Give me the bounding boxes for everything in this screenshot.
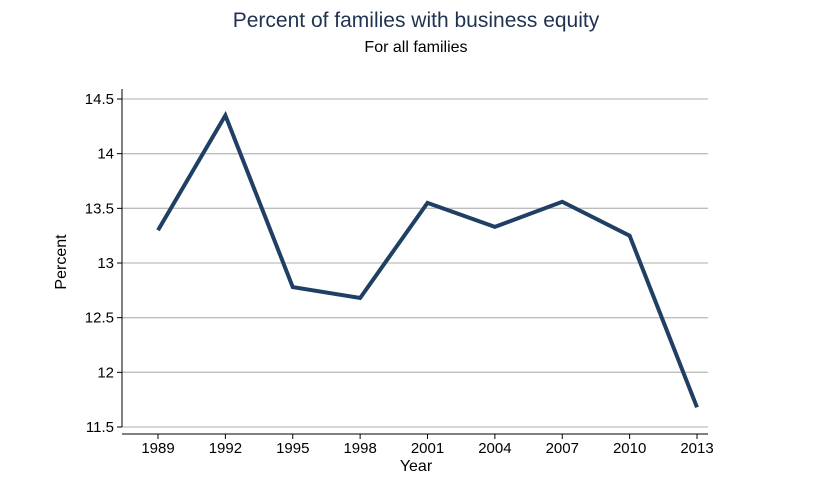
y-tick-label: 11.5 — [86, 419, 114, 436]
gridlines — [122, 98, 708, 428]
series-layer — [156, 110, 699, 409]
x-axis-title: Year — [400, 458, 433, 475]
y-axis: 14.5 14 13.5 13 12.5 12 11.5 — [85, 89, 123, 436]
y-tick-label: 13.5 — [85, 200, 114, 217]
x-tick-label: 2001 — [411, 440, 444, 457]
y-axis-title: Percent — [53, 234, 70, 290]
y-tick-label: 12.5 — [85, 310, 114, 327]
x-tick-label: 1995 — [276, 440, 309, 457]
x-tick-label: 2010 — [613, 440, 646, 457]
x-tick-label: 2004 — [478, 440, 511, 457]
x-tick-label: 2013 — [680, 440, 713, 457]
x-tick-label: 1992 — [209, 440, 242, 457]
y-tick-label: 14.5 — [85, 91, 114, 108]
y-tick-label: 13 — [97, 255, 114, 272]
series-line — [156, 110, 699, 409]
x-tick-label: 1998 — [343, 440, 376, 457]
y-tick-label: 14 — [97, 146, 114, 163]
y-tick-label: 12 — [97, 364, 114, 381]
x-axis: 1989 1992 1995 1998 2001 2004 2007 2010 2013 — [122, 433, 714, 457]
x-tick-label: 1989 — [141, 440, 174, 457]
x-tick-label: 2007 — [546, 440, 579, 457]
chart-title: Percent of families with business equity — [232, 9, 600, 32]
chart-subtitle: For all families — [364, 39, 468, 56]
